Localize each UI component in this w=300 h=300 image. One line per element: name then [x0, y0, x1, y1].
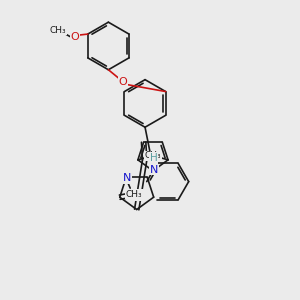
Text: O: O [70, 32, 79, 42]
Text: N: N [123, 173, 131, 183]
Text: O: O [133, 190, 142, 200]
Text: N: N [150, 165, 158, 175]
Text: CH₃: CH₃ [126, 190, 142, 199]
Text: CH₃: CH₃ [144, 152, 161, 160]
Text: H: H [150, 153, 158, 163]
Text: O: O [119, 76, 128, 87]
Text: CH₃: CH₃ [50, 26, 66, 34]
Text: CH₃: CH₃ [145, 152, 161, 160]
